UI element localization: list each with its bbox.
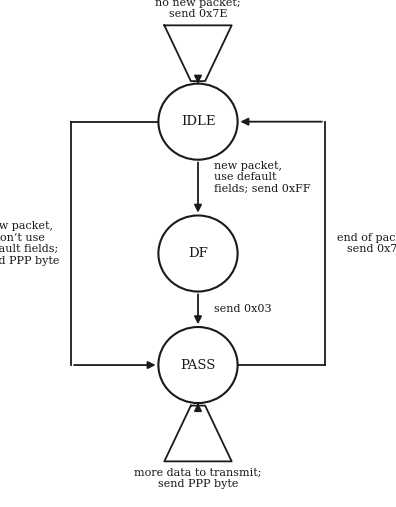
Text: new packet,
use default
fields; send 0xFF: new packet, use default fields; send 0xF… [214, 161, 310, 194]
Text: more data to transmit;
send PPP byte: more data to transmit; send PPP byte [134, 467, 262, 489]
Text: no new packet;
send 0x7E: no new packet; send 0x7E [155, 0, 241, 19]
Text: end of packet;
send 0x7E: end of packet; send 0x7E [337, 233, 396, 254]
Text: send 0x03: send 0x03 [214, 304, 272, 314]
Text: new packet,
don’t use
default fields;
send PPP byte: new packet, don’t use default fields; se… [0, 221, 59, 266]
Text: DF: DF [188, 247, 208, 260]
Text: IDLE: IDLE [181, 115, 215, 128]
Text: PASS: PASS [180, 358, 216, 372]
